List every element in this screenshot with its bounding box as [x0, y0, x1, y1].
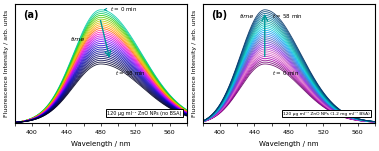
Text: 120 μg ml⁻¹ ZnO NPs (1.2 mg ml⁻¹ BSA): 120 μg ml⁻¹ ZnO NPs (1.2 mg ml⁻¹ BSA)	[283, 112, 370, 116]
Text: time: time	[240, 14, 254, 19]
Text: $t$ = 58 min: $t$ = 58 min	[272, 12, 302, 20]
Text: $t$ = 58 min: $t$ = 58 min	[115, 69, 146, 77]
X-axis label: Wavelength / nm: Wavelength / nm	[71, 141, 130, 147]
Text: (a): (a)	[23, 10, 39, 20]
X-axis label: Wavelength / nm: Wavelength / nm	[259, 141, 319, 147]
Text: time: time	[70, 37, 85, 42]
Y-axis label: Fluorescence Intensity / arb. units: Fluorescence Intensity / arb. units	[4, 10, 9, 117]
Y-axis label: Fluorescence Intensity / arb. units: Fluorescence Intensity / arb. units	[192, 10, 197, 117]
Text: 120 μg ml⁻¹ ZnO NPs (no BSA): 120 μg ml⁻¹ ZnO NPs (no BSA)	[107, 111, 182, 116]
Text: $t$ = 0 min: $t$ = 0 min	[272, 69, 299, 77]
Text: $t$ = 0 min: $t$ = 0 min	[104, 5, 138, 13]
Text: (b): (b)	[211, 10, 227, 20]
